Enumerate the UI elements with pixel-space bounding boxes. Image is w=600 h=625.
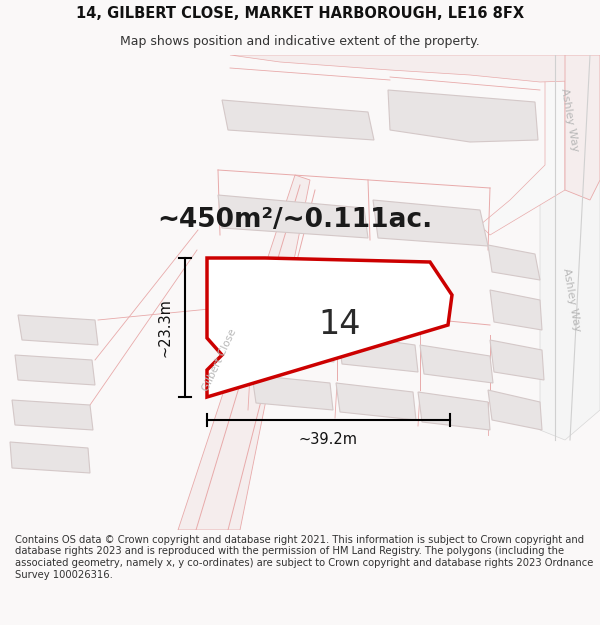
Polygon shape — [15, 355, 95, 385]
Text: Map shows position and indicative extent of the property.: Map shows position and indicative extent… — [120, 35, 480, 48]
Polygon shape — [18, 315, 98, 345]
Polygon shape — [250, 325, 334, 362]
Polygon shape — [178, 175, 310, 530]
Polygon shape — [373, 200, 488, 246]
Text: Gilbert Close: Gilbert Close — [201, 328, 239, 392]
Polygon shape — [230, 55, 600, 82]
Polygon shape — [222, 100, 374, 140]
Polygon shape — [12, 400, 93, 430]
Polygon shape — [338, 334, 418, 372]
Polygon shape — [207, 258, 452, 397]
Polygon shape — [252, 375, 333, 410]
Text: Ashley Way: Ashley Way — [559, 88, 581, 152]
Text: ~450m²/~0.111ac.: ~450m²/~0.111ac. — [157, 207, 433, 233]
Polygon shape — [480, 55, 565, 235]
Text: ~23.3m: ~23.3m — [157, 298, 173, 357]
Polygon shape — [488, 390, 542, 430]
Text: 14, GILBERT CLOSE, MARKET HARBOROUGH, LE16 8FX: 14, GILBERT CLOSE, MARKET HARBOROUGH, LE… — [76, 6, 524, 21]
Polygon shape — [336, 383, 416, 420]
Polygon shape — [418, 392, 490, 430]
Text: Ashley Way: Ashley Way — [562, 268, 583, 332]
Polygon shape — [420, 345, 493, 383]
Polygon shape — [490, 290, 542, 330]
Polygon shape — [488, 245, 540, 280]
Text: ~39.2m: ~39.2m — [299, 432, 358, 447]
Polygon shape — [218, 195, 368, 238]
Text: Contains OS data © Crown copyright and database right 2021. This information is : Contains OS data © Crown copyright and d… — [15, 535, 593, 579]
Text: 14: 14 — [319, 309, 361, 341]
Polygon shape — [540, 55, 600, 440]
Polygon shape — [490, 340, 544, 380]
Polygon shape — [10, 442, 90, 473]
Polygon shape — [388, 90, 538, 142]
Polygon shape — [565, 55, 600, 200]
